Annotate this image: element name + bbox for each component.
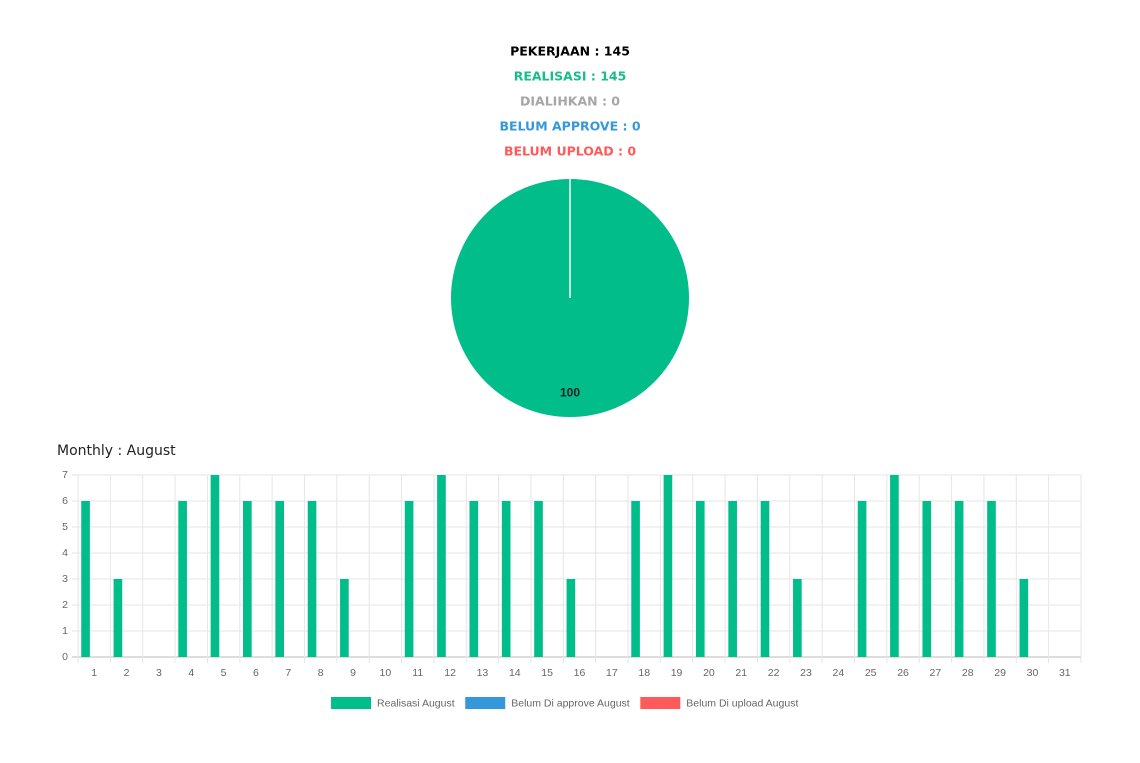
bar [501, 501, 511, 657]
summary-line: PEKERJAAN : 145 [510, 44, 630, 59]
x-tick-label: 20 [703, 667, 715, 679]
legend-swatch [640, 697, 681, 709]
legend-label: Realisasi August [377, 697, 455, 709]
y-tick-label: 1 [62, 625, 68, 637]
y-tick-label: 7 [62, 469, 68, 481]
bar [307, 501, 317, 657]
bar [1019, 579, 1029, 657]
bar [857, 501, 867, 657]
x-tick-label: 5 [221, 667, 227, 679]
x-tick-label: 10 [380, 667, 392, 679]
x-tick-label: 24 [832, 667, 844, 679]
x-tick-label: 22 [768, 667, 780, 679]
bar [404, 501, 414, 657]
x-tick-label: 23 [800, 667, 812, 679]
bar [760, 501, 770, 657]
summary-line: REALISASI : 145 [514, 69, 627, 84]
bar [566, 579, 576, 657]
x-tick-label: 29 [994, 667, 1006, 679]
summary-line: DIALIHKAN : 0 [520, 94, 620, 109]
x-tick-label: 8 [318, 667, 324, 679]
x-tick-label: 21 [735, 667, 747, 679]
bar [275, 501, 284, 657]
y-tick-label: 5 [62, 521, 68, 533]
summary-line: BELUM APPROVE : 0 [499, 119, 640, 134]
legend-swatch [331, 697, 372, 709]
bar [663, 475, 673, 657]
bar [890, 475, 899, 657]
x-tick-label: 3 [156, 667, 162, 679]
bar [987, 501, 996, 657]
y-tick-label: 2 [62, 599, 68, 611]
bar [469, 501, 479, 657]
x-tick-label: 11 [412, 667, 423, 679]
x-tick-label: 2 [124, 667, 130, 679]
x-tick-label: 19 [671, 667, 683, 679]
x-tick-label: 12 [444, 667, 456, 679]
bar [210, 475, 220, 657]
x-tick-label: 14 [509, 667, 521, 679]
bar [113, 579, 123, 657]
bar [243, 501, 252, 657]
x-tick-label: 27 [930, 667, 942, 679]
bar [728, 501, 737, 657]
bar [922, 501, 932, 657]
bar [340, 579, 349, 657]
legend-label: Belum Di approve August [511, 697, 630, 709]
y-tick-label: 3 [62, 573, 68, 585]
x-tick-label: 1 [91, 667, 97, 679]
bar [793, 579, 802, 657]
x-tick-label: 28 [962, 667, 974, 679]
summary-line: BELUM UPLOAD : 0 [504, 144, 636, 159]
bar [437, 475, 446, 657]
y-tick-label: 4 [62, 547, 68, 559]
x-tick-label: 18 [638, 667, 650, 679]
x-tick-label: 13 [477, 667, 489, 679]
bar [81, 501, 90, 657]
y-tick-label: 6 [62, 495, 68, 507]
bar [631, 501, 640, 657]
x-tick-label: 6 [253, 667, 259, 679]
x-tick-label: 7 [285, 667, 291, 679]
bar [954, 501, 964, 657]
legend-swatch [465, 697, 506, 709]
x-tick-label: 25 [865, 667, 877, 679]
x-tick-label: 30 [1027, 667, 1039, 679]
x-tick-label: 15 [541, 667, 553, 679]
x-tick-label: 9 [350, 667, 356, 679]
bar [534, 501, 543, 657]
bar [695, 501, 705, 657]
x-tick-label: 16 [574, 667, 586, 679]
y-tick-label: 0 [62, 651, 68, 663]
x-tick-label: 26 [897, 667, 909, 679]
x-tick-label: 17 [606, 667, 618, 679]
pie-label: 100 [560, 385, 580, 399]
x-tick-label: 31 [1059, 667, 1071, 679]
legend-label: Belum Di upload August [686, 697, 798, 709]
bar-chart-title: Monthly : August [57, 443, 176, 459]
x-tick-label: 4 [188, 667, 194, 679]
bar [178, 501, 187, 657]
